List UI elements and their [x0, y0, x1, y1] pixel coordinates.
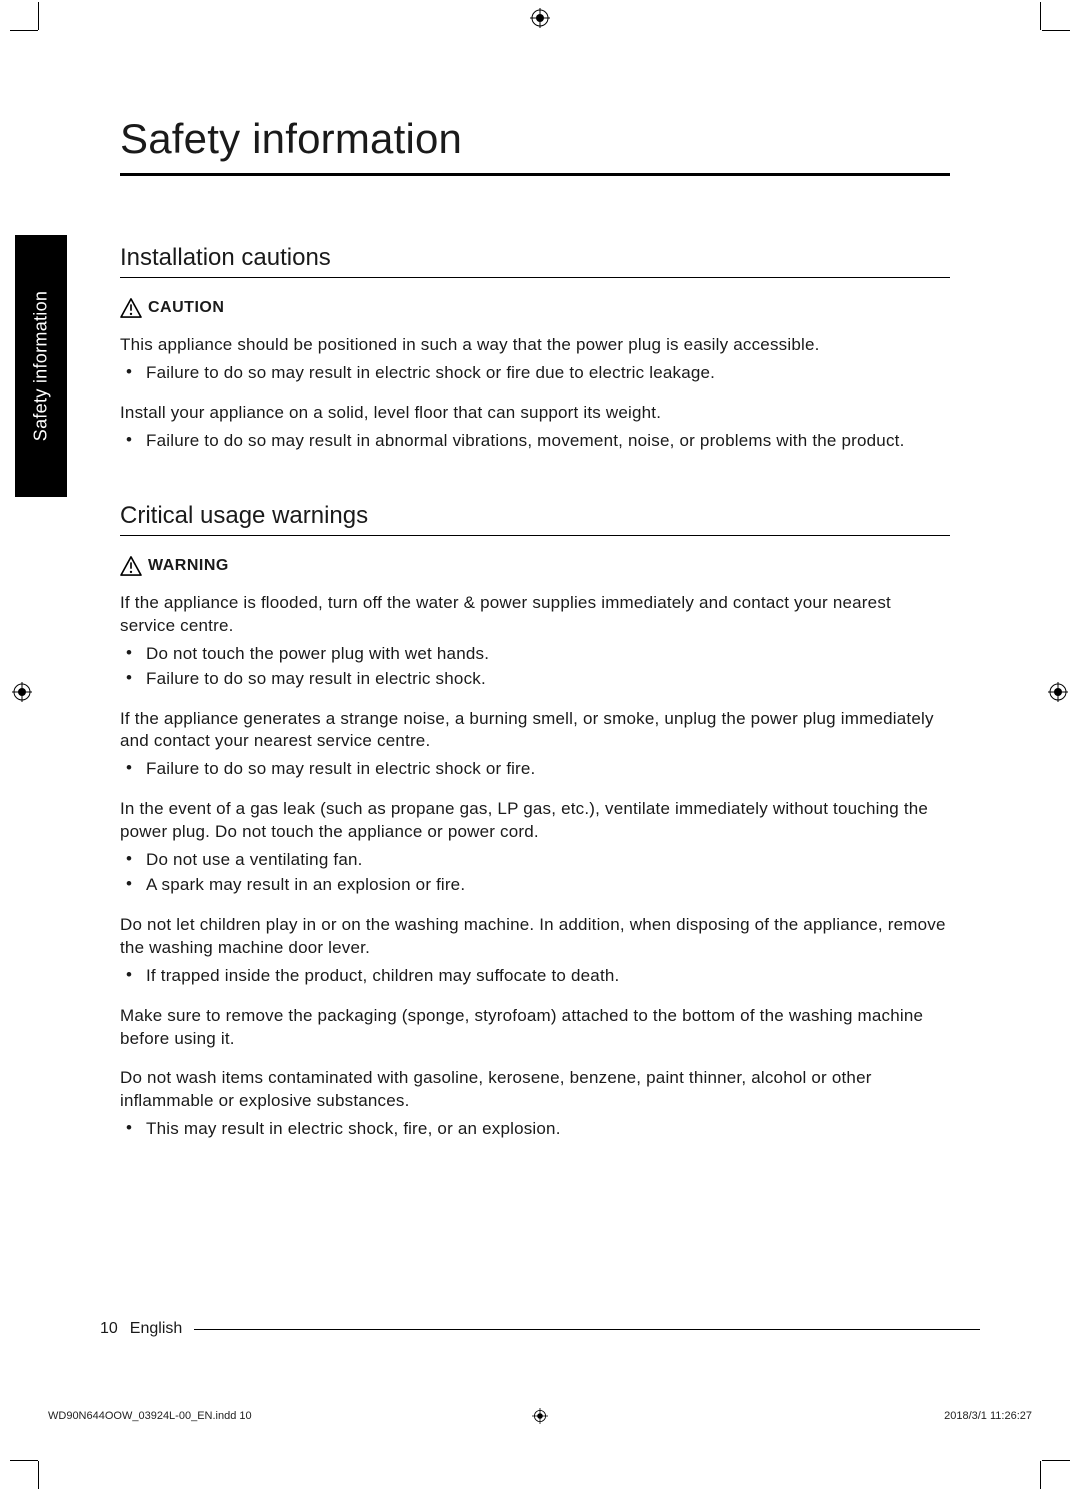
crop-mark — [1040, 2, 1041, 30]
alert-label: WARNING — [148, 557, 229, 575]
paragraph: Make sure to remove the packaging (spong… — [120, 1005, 950, 1051]
doc-filename: WD90N644OOW_03924L-00_EN.indd 10 — [48, 1410, 252, 1422]
paragraph: If the appliance generates a strange noi… — [120, 708, 950, 754]
content-area: Safety information Installation cautions… — [120, 115, 950, 1142]
print-timestamp: 2018/3/1 11:26:27 — [944, 1410, 1032, 1422]
alert-label: CAUTION — [148, 299, 224, 317]
bullet-list: Do not touch the power plug with wet han… — [120, 642, 950, 692]
paragraph: If the appliance is ﬂooded, turn off the… — [120, 592, 950, 638]
registration-mark-icon — [532, 1408, 548, 1424]
list-item: Failure to do so may result in electric … — [146, 361, 950, 386]
alert-caution: CAUTION — [120, 298, 950, 318]
footer-rule — [194, 1329, 980, 1330]
list-item: Failure to do so may result in electric … — [146, 757, 950, 782]
crop-mark — [10, 1460, 38, 1461]
alert-warning: WARNING — [120, 556, 950, 576]
page-footer: 10 English — [100, 1320, 980, 1338]
crop-mark — [38, 1461, 39, 1489]
list-item: Failure to do so may result in abnormal … — [146, 429, 950, 454]
print-meta: WD90N644OOW_03924L-00_EN.indd 10 2018/3/… — [48, 1410, 1032, 1422]
bullet-list: Failure to do so may result in electric … — [120, 361, 950, 386]
bullet-list: This may result in electric shock, ﬁre, … — [120, 1117, 950, 1142]
warning-icon — [120, 556, 142, 576]
paragraph: Do not wash items contaminated with gaso… — [120, 1067, 950, 1113]
paragraph: In the event of a gas leak (such as prop… — [120, 798, 950, 844]
crop-mark — [38, 2, 39, 30]
document-page: Safety information Safety information In… — [0, 0, 1080, 1491]
side-tab: Safety information — [15, 235, 67, 497]
list-item: This may result in electric shock, ﬁre, … — [146, 1117, 950, 1142]
list-item: A spark may result in an explosion or ﬁr… — [146, 873, 950, 898]
registration-mark-icon — [12, 682, 32, 702]
section-title: Installation cautions — [120, 244, 950, 278]
bullet-list: Failure to do so may result in abnormal … — [120, 429, 950, 454]
bullet-list: If trapped inside the product, children … — [120, 964, 950, 989]
crop-mark — [1040, 1461, 1041, 1489]
section-title: Critical usage warnings — [120, 502, 950, 536]
list-item: Do not use a ventilating fan. — [146, 848, 950, 873]
registration-mark-icon — [530, 8, 550, 28]
page-language: English — [130, 1320, 182, 1338]
bullet-list: Failure to do so may result in electric … — [120, 757, 950, 782]
paragraph: This appliance should be positioned in s… — [120, 334, 950, 357]
crop-mark — [1042, 1460, 1070, 1461]
crop-mark — [10, 30, 38, 31]
paragraph: Do not let children play in or on the wa… — [120, 914, 950, 960]
paragraph: Install your appliance on a solid, level… — [120, 402, 950, 425]
list-item: Do not touch the power plug with wet han… — [146, 642, 950, 667]
page-number: 10 — [100, 1320, 118, 1338]
caution-icon — [120, 298, 142, 318]
side-tab-label: Safety information — [31, 291, 52, 441]
page-title: Safety information — [120, 115, 950, 176]
registration-mark-icon — [1048, 682, 1068, 702]
bullet-list: Do not use a ventilating fan. A spark ma… — [120, 848, 950, 898]
list-item: Failure to do so may result in electric … — [146, 667, 950, 692]
list-item: If trapped inside the product, children … — [146, 964, 950, 989]
crop-mark — [1042, 30, 1070, 31]
